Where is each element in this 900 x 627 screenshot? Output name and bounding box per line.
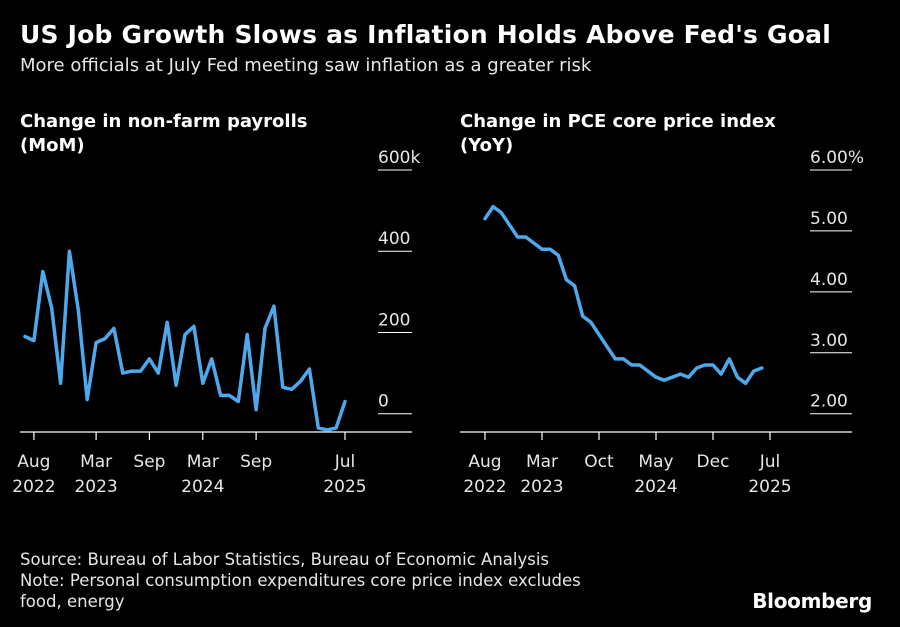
y-tick-label: 3.00	[810, 331, 848, 351]
x-tick-label: Mar	[526, 452, 558, 472]
x-tick-label-year: 2025	[323, 477, 366, 497]
y-tick-label: 0	[378, 392, 389, 412]
y-tick-label: 400	[378, 229, 410, 249]
pce-chart: 6.00% 5.00 4.00 3.00 2.00 Aug 2022 Mar 2023 Oct Ma…	[460, 150, 864, 497]
x-tick-label: Mar	[80, 452, 112, 472]
x-tick-label-year: 2024	[181, 477, 224, 497]
note-text-line1: Note: Personal consumption expenditures …	[20, 571, 581, 590]
x-tick-label: Aug	[17, 452, 50, 472]
x-tick-label-year: 2023	[74, 477, 117, 497]
pce-title-line1: Change in PCE core price index	[460, 111, 776, 132]
chart-subtitle: More officials at July Fed meeting saw i…	[20, 55, 592, 76]
x-tick-label: May	[638, 452, 673, 472]
y-tick-label: 4.00	[810, 270, 848, 290]
x-tick-label: Sep	[240, 452, 272, 472]
pce-panel-title: Change in PCE core price index (YoY)	[460, 110, 840, 158]
pce-title-line2: (YoY)	[460, 135, 514, 156]
y-tick-label: 2.00	[810, 392, 848, 412]
x-tick-label: Sep	[133, 452, 165, 472]
x-tick-label-year: 2023	[520, 477, 563, 497]
x-tick-label: Mar	[187, 452, 219, 472]
pce-series-line	[483, 204, 764, 386]
x-tick-label-year: 2022	[12, 477, 55, 497]
x-tick-label: Oct	[584, 452, 614, 472]
x-tick-label: Aug	[468, 452, 501, 472]
payrolls-title-line2: (MoM)	[20, 135, 85, 156]
x-tick-label-year: 2022	[463, 477, 506, 497]
x-tick-label-year: 2024	[634, 477, 677, 497]
x-tick-label: Jul	[334, 452, 356, 472]
payrolls-series-line	[23, 249, 347, 432]
payrolls-panel-title: Change in non-farm payrolls (MoM)	[20, 110, 400, 158]
payrolls-title-line1: Change in non-farm payrolls	[20, 111, 308, 132]
x-tick-label: Dec	[697, 452, 730, 472]
chart-title: US Job Growth Slows as Inflation Holds A…	[20, 20, 831, 49]
y-tick-label: 600k	[378, 150, 420, 168]
footer-notes: Source: Bureau of Labor Statistics, Bure…	[20, 549, 581, 612]
source-text: Source: Bureau of Labor Statistics, Bure…	[20, 550, 550, 569]
bloomberg-logo: Bloomberg	[752, 589, 872, 613]
y-tick-label: 5.00	[810, 209, 848, 229]
payrolls-chart: 600k 400 200 0 Aug 2022 Mar 2023 Sep Mar 2024 Sep Ju…	[12, 150, 420, 497]
note-text-line2: food, energy	[20, 592, 125, 611]
y-tick-label: 200	[378, 310, 410, 330]
x-tick-label-year: 2025	[748, 477, 791, 497]
x-tick-label: Jul	[759, 452, 781, 472]
y-tick-label: 6.00%	[810, 150, 864, 168]
